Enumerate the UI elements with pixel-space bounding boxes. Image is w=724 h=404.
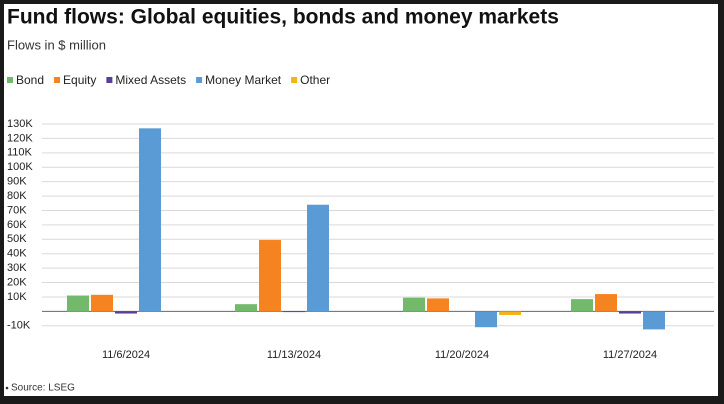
- x-tick-label: 11/6/2024: [102, 349, 150, 361]
- bar: [235, 304, 257, 312]
- y-tick-label: -10K: [7, 320, 31, 332]
- legend-swatch: [106, 77, 113, 83]
- y-tick-label: 60K: [7, 219, 27, 231]
- bar: [571, 299, 593, 312]
- bar: [307, 204, 329, 312]
- bar: [403, 297, 425, 312]
- y-tick-label: 110K: [7, 147, 33, 159]
- y-tick-label: 70K: [7, 204, 27, 216]
- legend-label: Other: [300, 73, 330, 87]
- bar: [499, 311, 521, 315]
- y-tick-label: 90K: [7, 176, 27, 188]
- bar: [643, 311, 665, 330]
- bar: [259, 240, 281, 312]
- bar: [619, 311, 641, 314]
- legend-label: Bond: [16, 73, 44, 87]
- y-tick-label: 100K: [7, 161, 33, 173]
- y-tick-label: 10K: [7, 291, 27, 303]
- legend-label: Equity: [63, 73, 96, 87]
- y-tick-label: 80K: [7, 190, 27, 202]
- y-tick-label: 40K: [7, 248, 27, 260]
- x-tick-label: 11/27/2024: [603, 349, 657, 361]
- y-tick-label: 130K: [7, 118, 33, 130]
- legend-swatch: [291, 77, 298, 83]
- bar: [91, 294, 113, 312]
- source: Source: LSEG: [11, 383, 75, 394]
- background: [4, 4, 718, 396]
- bar: [67, 295, 89, 312]
- legend-label: Money Market: [205, 73, 282, 87]
- legend-swatch: [7, 77, 13, 83]
- legend-label: Mixed Assets: [115, 73, 186, 87]
- bar: [139, 128, 161, 312]
- y-tick-label: 50K: [7, 233, 27, 245]
- x-tick-label: 11/20/2024: [435, 349, 489, 361]
- bar: [595, 294, 617, 312]
- legend-swatch: [54, 77, 61, 83]
- y-tick-label: 20K: [7, 276, 27, 288]
- legend-swatch: [196, 77, 203, 83]
- y-tick-label: 120K: [7, 132, 33, 144]
- source-bullet: [5, 386, 9, 390]
- chart-subtitle: Flows in $ million: [7, 37, 106, 52]
- bar: [283, 311, 305, 313]
- chart-title: Fund flows: Global equities, bonds and m…: [7, 6, 559, 29]
- bar: [475, 311, 497, 328]
- x-tick-label: 11/13/2024: [267, 349, 321, 361]
- y-tick-label: 30K: [7, 262, 27, 274]
- bar: [427, 298, 449, 312]
- bar: [115, 311, 137, 314]
